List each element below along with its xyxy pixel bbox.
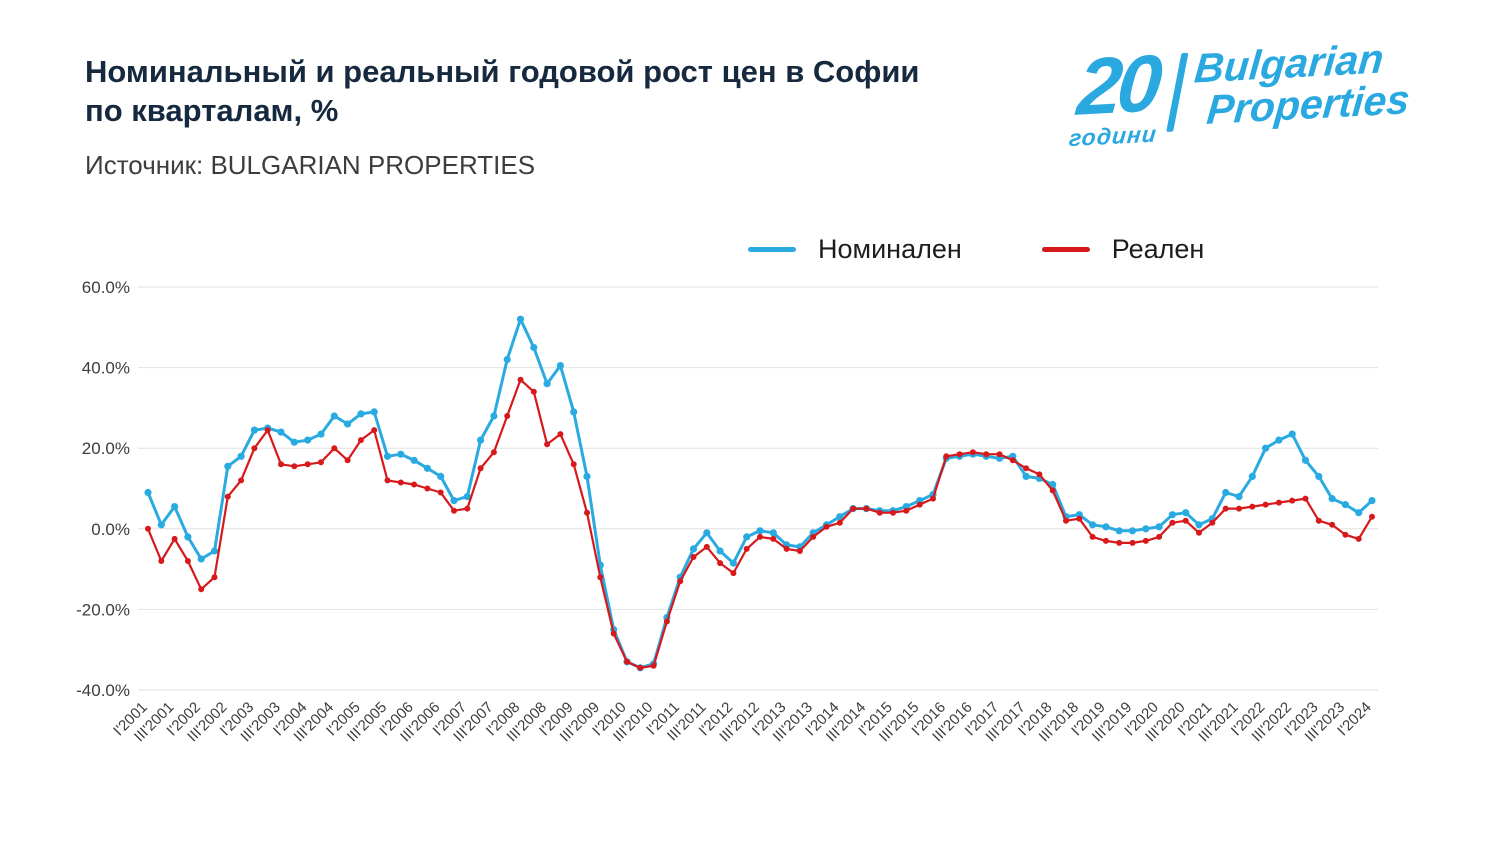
logo-brand-name: Bulgarian Properties <box>1189 35 1415 133</box>
nominal-line-swatch <box>748 247 796 252</box>
logo-20-number: 20 <box>1074 38 1161 132</box>
price-growth-chart: 60.0% 40.0% 20.0% 0.0% -20.0% -40.0%I'2001III… <box>76 278 1378 745</box>
y-axis-labels: 60.0% 40.0% 20.0% 0.0% -20.0% -40.0% <box>76 278 130 700</box>
source-subtitle: Источник: BULGARIAN PROPERTIES <box>85 150 536 181</box>
x-axis-labels: I'2001III'2001I'2002III'2002I'2003III'20… <box>110 699 1375 745</box>
svg-text:40.0%: 40.0% <box>82 359 130 378</box>
legend-item-real[interactable]: Реален <box>1041 234 1205 265</box>
chart-legend: Номинален Реален <box>748 234 1204 265</box>
svg-text:20.0%: 20.0% <box>82 439 130 458</box>
logo-divider <box>1166 52 1189 133</box>
svg-text:-40.0%: -40.0% <box>76 681 130 700</box>
header: Номинальный и реальный годовой рост цен … <box>85 52 919 181</box>
svg-text:-20.0%: -20.0% <box>76 600 130 619</box>
logo-brand-line2: Properties <box>1204 75 1412 133</box>
bulgarian-properties-logo: 20 години Bulgarian Properties <box>1068 35 1415 152</box>
logo-years-label: години <box>1068 120 1159 151</box>
y-gridlines <box>138 286 1378 691</box>
svg-text:0.0%: 0.0% <box>91 520 130 539</box>
page-title-line1: Номинальный и реальный годовой рост цен … <box>85 54 920 89</box>
legend-label-real: Реален <box>1111 234 1205 264</box>
series-real <box>145 376 1375 671</box>
series-nominal <box>144 315 1376 672</box>
real-line-swatch <box>1041 247 1090 252</box>
legend-label-nominal: Номинален <box>818 234 962 264</box>
page-title-line2: по кварталам, % <box>85 93 339 129</box>
legend-item-nominal[interactable]: Номинален <box>748 234 962 265</box>
page-title: Номинальный и реальный годовой рост цен … <box>85 52 919 130</box>
logo-20-years-block: 20 години <box>1068 38 1164 152</box>
svg-text:60.0%: 60.0% <box>82 278 130 297</box>
